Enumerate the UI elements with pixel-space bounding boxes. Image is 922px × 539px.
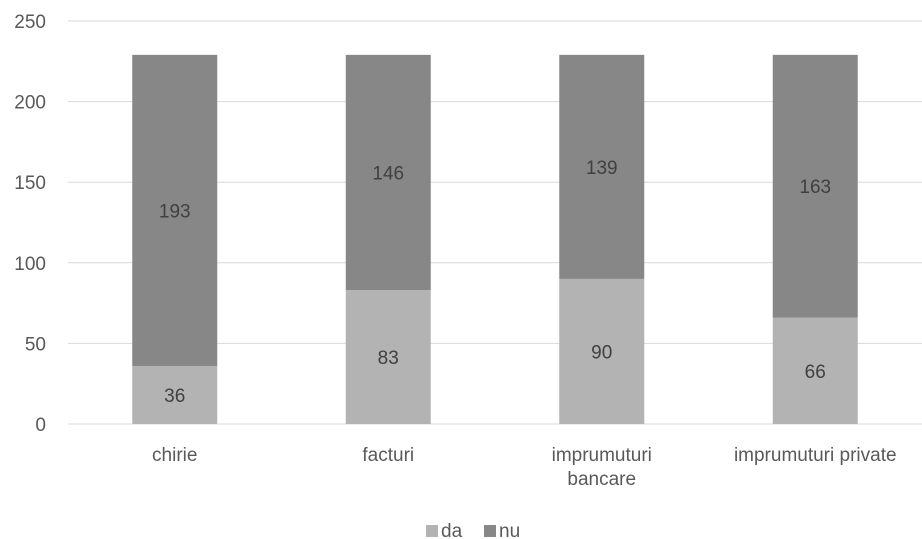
data-label-nu: 139 [586,158,618,179]
y-tick-label: 100 [14,254,46,275]
bar-nu [559,54,645,279]
data-label-da: 66 [805,362,826,383]
legend-swatch-nu [484,525,496,537]
data-label-nu: 163 [799,177,831,198]
data-labels: 36 193 83 146 90 139 66 163 [159,158,831,407]
y-tick-label: 200 [14,93,46,114]
bar-nu [345,54,431,291]
data-label-da: 36 [164,386,185,407]
data-label-da: 83 [378,348,399,369]
bar-nu [132,54,218,366]
category-label: imprumuturi private [734,445,897,466]
y-tick-label: 50 [25,334,46,355]
y-tick-label: 150 [14,173,46,194]
category-label: facturi [362,445,414,466]
bar-nu [772,54,858,318]
category-label: imprumuturi [552,445,652,466]
bar-da [559,278,645,424]
bar-da [772,317,858,424]
data-label-nu: 193 [159,201,191,222]
legend-label-da: da [441,521,463,539]
y-tick-label: 0 [35,415,46,436]
bar-da [345,290,431,424]
category-label: chirie [152,445,197,466]
bars [132,54,858,424]
category-label: bancare [567,469,636,490]
legend-swatch-da [426,525,438,537]
y-axis-tick-labels: 0 50 100 150 200 250 [14,12,46,436]
legend: da nu [426,521,520,539]
legend-label-nu: nu [499,521,520,539]
bar-da [132,365,218,424]
data-label-da: 90 [591,342,612,363]
x-axis-category-labels: chirie facturi imprumuturi bancare imprumutu… [152,445,897,490]
y-tick-label: 250 [14,12,46,33]
data-label-nu: 146 [372,164,404,185]
